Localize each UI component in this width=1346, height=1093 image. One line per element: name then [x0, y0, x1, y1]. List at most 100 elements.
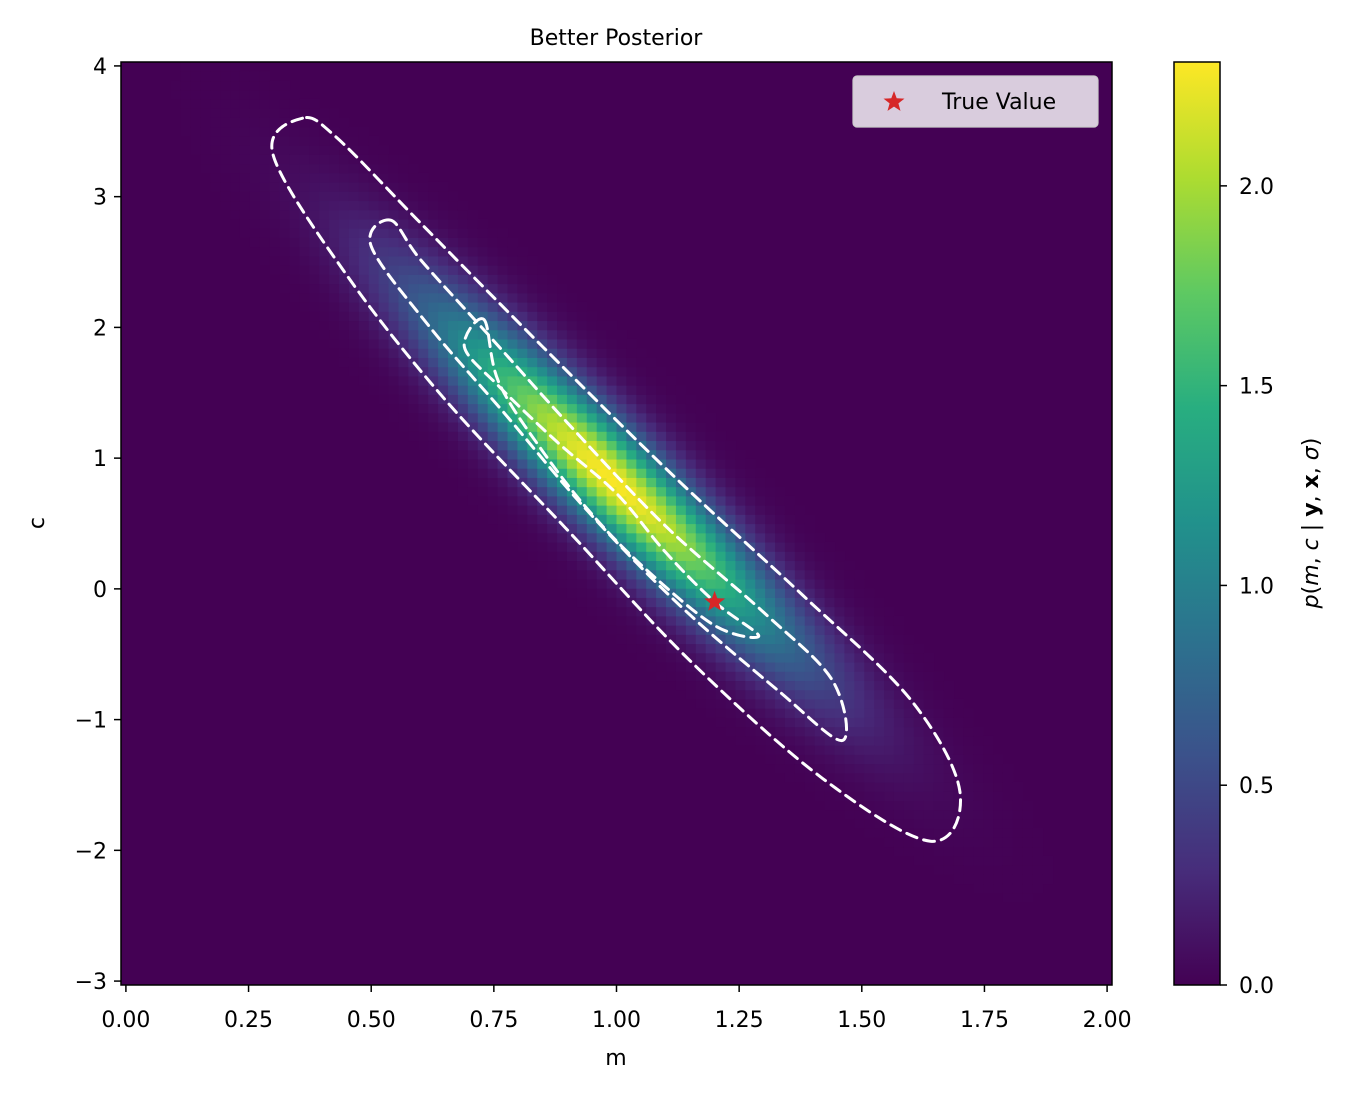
heatmap-cell [408, 394, 419, 405]
heatmap-cell [378, 237, 390, 248]
heatmap-cell [715, 532, 727, 543]
contour-3-sigma [270, 116, 963, 843]
heatmap-cell [408, 320, 419, 331]
heatmap-cell [566, 375, 578, 386]
heatmap-cell [438, 311, 449, 322]
heatmap-cell [983, 828, 994, 838]
colorbar-tick-label: 0.0 [1239, 974, 1274, 999]
heatmap-cell [616, 606, 628, 617]
heatmap-cell [487, 514, 499, 525]
heatmap-cell [507, 255, 518, 266]
heatmap-cell [923, 855, 935, 866]
heatmap-cell [259, 218, 271, 229]
heatmap-cell [200, 117, 211, 128]
heatmap-cell [596, 578, 608, 589]
heatmap-cell [755, 689, 766, 700]
heatmap-cell [606, 615, 618, 626]
heatmap-cell [695, 652, 707, 663]
heatmap-cell [408, 218, 419, 229]
heatmap-cell [695, 569, 707, 580]
heatmap-cell [745, 560, 756, 571]
heatmap-cell [299, 200, 310, 211]
heatmap-cell [230, 200, 241, 211]
heatmap-cell [557, 431, 568, 442]
heatmap-cell [537, 292, 548, 303]
heatmap-cell [874, 680, 885, 691]
heatmap-cell [329, 246, 340, 257]
heatmap-cell [596, 357, 608, 368]
heatmap-cell [467, 412, 479, 423]
heatmap-cell [983, 846, 994, 857]
heatmap-cell [170, 80, 182, 91]
heatmap-cell [1022, 883, 1034, 894]
heatmap-cell [814, 791, 826, 801]
heatmap-cell [566, 560, 578, 571]
heatmap-cell [685, 680, 697, 691]
heatmap-cell [616, 486, 628, 497]
heatmap-cell [557, 366, 568, 377]
heatmap-cell [527, 532, 538, 543]
heatmap-cell [269, 163, 281, 174]
heatmap-cell [824, 560, 836, 571]
heatmap-cell [477, 255, 489, 266]
heatmap-cell [854, 717, 865, 728]
heatmap-cell [557, 486, 568, 497]
heatmap-cell [507, 495, 518, 506]
heatmap-cell [566, 495, 578, 506]
heatmap-cell [666, 588, 677, 598]
heatmap-cell [616, 431, 628, 442]
heatmap-cell [606, 440, 618, 451]
heatmap-cell [755, 745, 766, 755]
heatmap-cell [725, 541, 737, 552]
heatmap-cell [675, 643, 687, 654]
heatmap-cell [586, 348, 598, 358]
heatmap-cell [656, 394, 667, 405]
heatmap-cell [784, 708, 796, 718]
heatmap-cell [814, 661, 826, 672]
heatmap-cell [874, 634, 885, 645]
heatmap-cell [745, 615, 756, 626]
heatmap-cell [428, 311, 439, 322]
heatmap-cell [388, 265, 400, 275]
heatmap-cell [784, 505, 796, 515]
heatmap-cell [507, 265, 518, 275]
heatmap-cell [408, 292, 419, 303]
heatmap-cell [963, 855, 974, 866]
heatmap-cell [854, 772, 865, 783]
heatmap-cell [893, 708, 905, 718]
heatmap-cell [358, 228, 370, 238]
heatmap-cell [448, 209, 459, 220]
heatmap-cell [329, 320, 340, 331]
heatmap-cell [1012, 781, 1024, 792]
heatmap-cell [675, 505, 687, 515]
heatmap-cell [329, 338, 340, 349]
heatmap-cell [923, 781, 935, 792]
heatmap-cell [725, 486, 737, 497]
heatmap-cell [675, 551, 687, 562]
heatmap-cell [249, 237, 261, 248]
heatmap-cell [467, 320, 479, 331]
heatmap-cell [844, 597, 855, 608]
heatmap-cell [636, 403, 647, 414]
heatmap-cell [537, 486, 548, 497]
heatmap-cell [418, 255, 429, 266]
heatmap-cell [586, 329, 598, 340]
heatmap-cell [368, 274, 380, 285]
heatmap-cell [685, 477, 697, 488]
heatmap-cell [547, 329, 558, 340]
heatmap-cell [507, 292, 518, 303]
heatmap-cell [279, 265, 291, 275]
heatmap-cell [477, 348, 489, 358]
heatmap-cell [428, 237, 439, 248]
heatmap-cell [656, 523, 667, 534]
heatmap-cell [596, 541, 608, 552]
heatmap-cell [1002, 809, 1014, 820]
heatmap-cell [418, 412, 429, 423]
heatmap-cell [309, 145, 320, 155]
heatmap-cell [715, 505, 727, 515]
heatmap-cell [517, 486, 528, 497]
heatmap-cell [666, 505, 677, 515]
heatmap-cell [339, 237, 350, 248]
heatmap-cell [834, 606, 846, 617]
heatmap-cell [893, 680, 905, 691]
